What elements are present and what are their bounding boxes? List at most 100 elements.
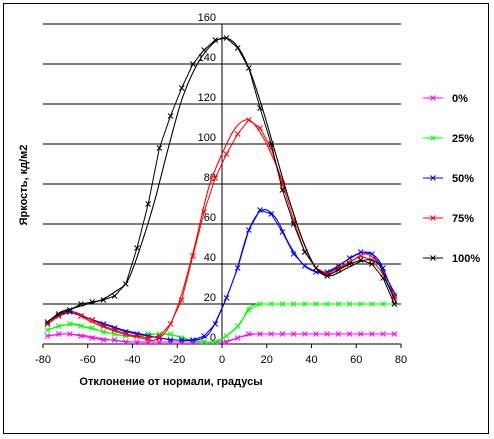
series-100-percent (44, 35, 398, 325)
data-point (301, 263, 308, 269)
data-point (190, 337, 196, 343)
data-point (257, 207, 263, 213)
data-point (257, 125, 263, 131)
data-point (223, 333, 230, 339)
x-tick-label: -40 (125, 354, 141, 366)
data-point (100, 329, 107, 335)
series-75-percent-line (47, 119, 395, 339)
data-point (190, 61, 196, 67)
data-point (257, 331, 263, 337)
data-point (234, 131, 241, 137)
y-axis-title: Яркость, кд/м2 (18, 145, 30, 226)
x-tick-label: -80 (35, 354, 51, 366)
x-tick-label: 40 (305, 354, 317, 366)
y-tick-label: 40 (204, 252, 216, 264)
data-point (111, 327, 118, 333)
data-point (55, 331, 62, 337)
data-point (245, 117, 252, 123)
data-point (346, 261, 353, 267)
x-tick-label: -20 (169, 354, 185, 366)
x-tick-label: 60 (350, 354, 362, 366)
data-point (134, 245, 140, 251)
data-point (66, 321, 73, 327)
data-point (357, 301, 364, 307)
data-point (55, 311, 62, 317)
data-point (346, 301, 353, 307)
series-25-percent-line (47, 303, 395, 343)
series-75-percent (44, 117, 398, 342)
data-point (245, 331, 252, 337)
y-tick-label: 120 (198, 92, 216, 104)
legend-item-100-percent: 100% (423, 253, 480, 265)
data-point (335, 267, 342, 273)
data-point (279, 301, 286, 307)
data-point (178, 337, 185, 343)
data-point (335, 265, 342, 271)
data-point (301, 249, 308, 255)
data-point (145, 335, 152, 341)
data-point (111, 293, 118, 299)
data-point (234, 265, 241, 271)
data-point (313, 265, 319, 271)
data-point (313, 331, 319, 337)
data-point (245, 307, 252, 313)
series (44, 35, 398, 345)
data-point (145, 201, 152, 207)
data-point (279, 229, 286, 235)
data-point (268, 211, 275, 217)
series-50-percent (44, 207, 398, 343)
x-axis-title: Отклонение от нормали, градусы (79, 376, 262, 388)
data-point (201, 47, 207, 53)
data-point (178, 85, 185, 91)
data-point (156, 333, 163, 339)
data-point (190, 253, 196, 259)
data-point (335, 331, 342, 337)
data-point (380, 331, 386, 337)
data-point (89, 317, 96, 323)
data-point (78, 301, 84, 307)
legend-marker (430, 215, 436, 221)
data-point (268, 301, 275, 307)
data-point (44, 333, 51, 339)
data-point (290, 221, 297, 227)
data-point (167, 331, 174, 337)
data-point (66, 307, 73, 313)
data-point (44, 327, 51, 333)
legend-label: 75% (452, 213, 474, 225)
data-point (279, 187, 286, 193)
data-point (257, 301, 263, 307)
data-point (201, 333, 207, 339)
data-point (234, 45, 241, 51)
data-point (212, 321, 219, 327)
legend-label: 25% (452, 133, 474, 145)
data-point (290, 301, 297, 307)
data-point (335, 301, 342, 307)
data-point (245, 227, 252, 233)
data-point (223, 295, 230, 301)
data-point (44, 321, 51, 327)
data-point (212, 37, 219, 43)
data-point (268, 331, 275, 337)
legend-marker (430, 95, 436, 101)
data-point (167, 337, 174, 343)
data-point (89, 335, 96, 341)
data-point (223, 339, 230, 345)
data-point (212, 339, 219, 345)
series-0-percent (44, 331, 398, 345)
y-tick-label: 60 (204, 212, 216, 224)
data-point (78, 313, 84, 319)
legend: 0% 25% 50% 75% 100% (423, 93, 480, 265)
legend-label: 50% (452, 173, 474, 185)
data-point (391, 331, 398, 337)
data-point (234, 335, 241, 341)
data-point (369, 301, 375, 307)
legend-item-75-percent: 75% (423, 213, 474, 225)
axes: 0 20 40 60 80 100 120 140 160 -80 -60 -40 -20 0 20 40 60… (35, 12, 407, 366)
data-point (111, 337, 118, 343)
data-point (324, 331, 331, 337)
series-50-percent-line (47, 209, 395, 341)
data-point (380, 275, 386, 281)
data-point (324, 273, 331, 279)
data-point (100, 323, 107, 329)
